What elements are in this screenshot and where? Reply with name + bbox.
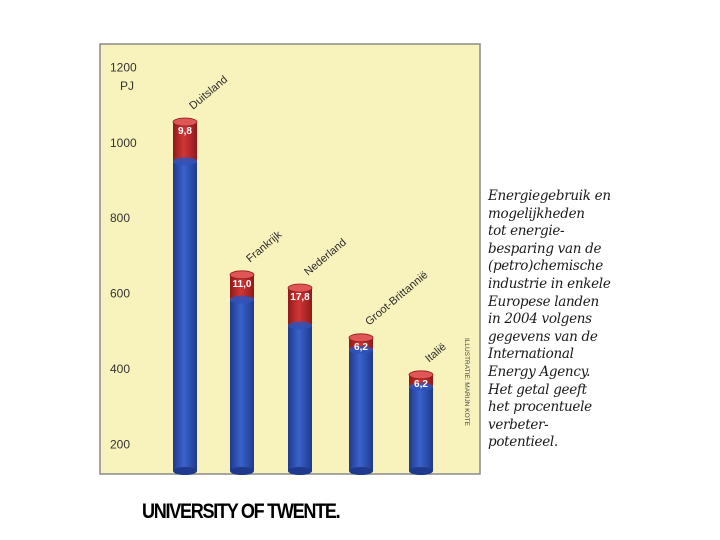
scanned-figure: 200 400 600 800 1000 1200 PJ 9,8 Duitsland 11,0 F…	[80, 26, 640, 508]
bar-percent-label-Italië: 6,2	[414, 379, 428, 390]
bar-split-cap-Groot-Brittannië	[349, 345, 373, 354]
bar-top-cap-Frankrijk	[229, 270, 255, 280]
bar-bottom-cap-Groot-Brittannië	[349, 467, 373, 475]
bar-base-Frankrijk	[230, 299, 254, 471]
bar-percent-label-Groot-Brittannië: 6,2	[354, 342, 368, 353]
bar-split-cap-Nederland	[288, 321, 312, 330]
y-tick-label-600: 600	[110, 287, 130, 301]
bar-split-cap-Frankrijk	[230, 295, 254, 304]
illustration-credit: ILLUSTRATIE: MARIJN KOTE	[463, 338, 470, 427]
bar-percent-label-Frankrijk: 11,0	[233, 279, 252, 290]
bar-top-cap-Nederland	[287, 283, 313, 293]
bar-percent-label-Nederland: 17,8	[290, 292, 310, 303]
y-tick-label-800: 800	[110, 211, 130, 225]
bar-base-Duitsland	[173, 161, 197, 471]
bar-savings-Nederland	[288, 288, 312, 326]
y-tick-label-200: 200	[110, 438, 130, 452]
bar-base-Groot-Brittannië	[349, 349, 373, 471]
bar-top-cap-Italië	[408, 370, 434, 380]
bar-bottom-cap-Duitsland	[173, 467, 197, 475]
chart-caption: Energiegebruik en mogelijkheden tot ener…	[488, 188, 611, 451]
bar-top-cap-Duitsland	[172, 117, 198, 127]
bar-bottom-cap-Italië	[409, 467, 433, 475]
bar-percent-label-Duitsland: 9,8	[178, 126, 192, 137]
bar-base-Italië	[409, 386, 433, 471]
bar-bottom-cap-Nederland	[288, 467, 312, 475]
y-tick-label-1200: 1200	[110, 60, 137, 74]
bar-base-Nederland	[288, 325, 312, 471]
bar-split-cap-Duitsland	[173, 157, 197, 166]
bar-savings-Duitsland	[173, 122, 197, 162]
university-logo-text: UNIVERSITY OF TWENTE.	[142, 500, 341, 523]
bar-bottom-cap-Frankrijk	[230, 467, 254, 475]
y-unit-label: PJ	[120, 79, 134, 93]
y-tick-label-1000: 1000	[110, 136, 137, 150]
y-tick-label-400: 400	[110, 362, 130, 376]
bar-top-cap-Groot-Brittannië	[348, 333, 374, 343]
bar-split-cap-Italië	[409, 382, 433, 391]
